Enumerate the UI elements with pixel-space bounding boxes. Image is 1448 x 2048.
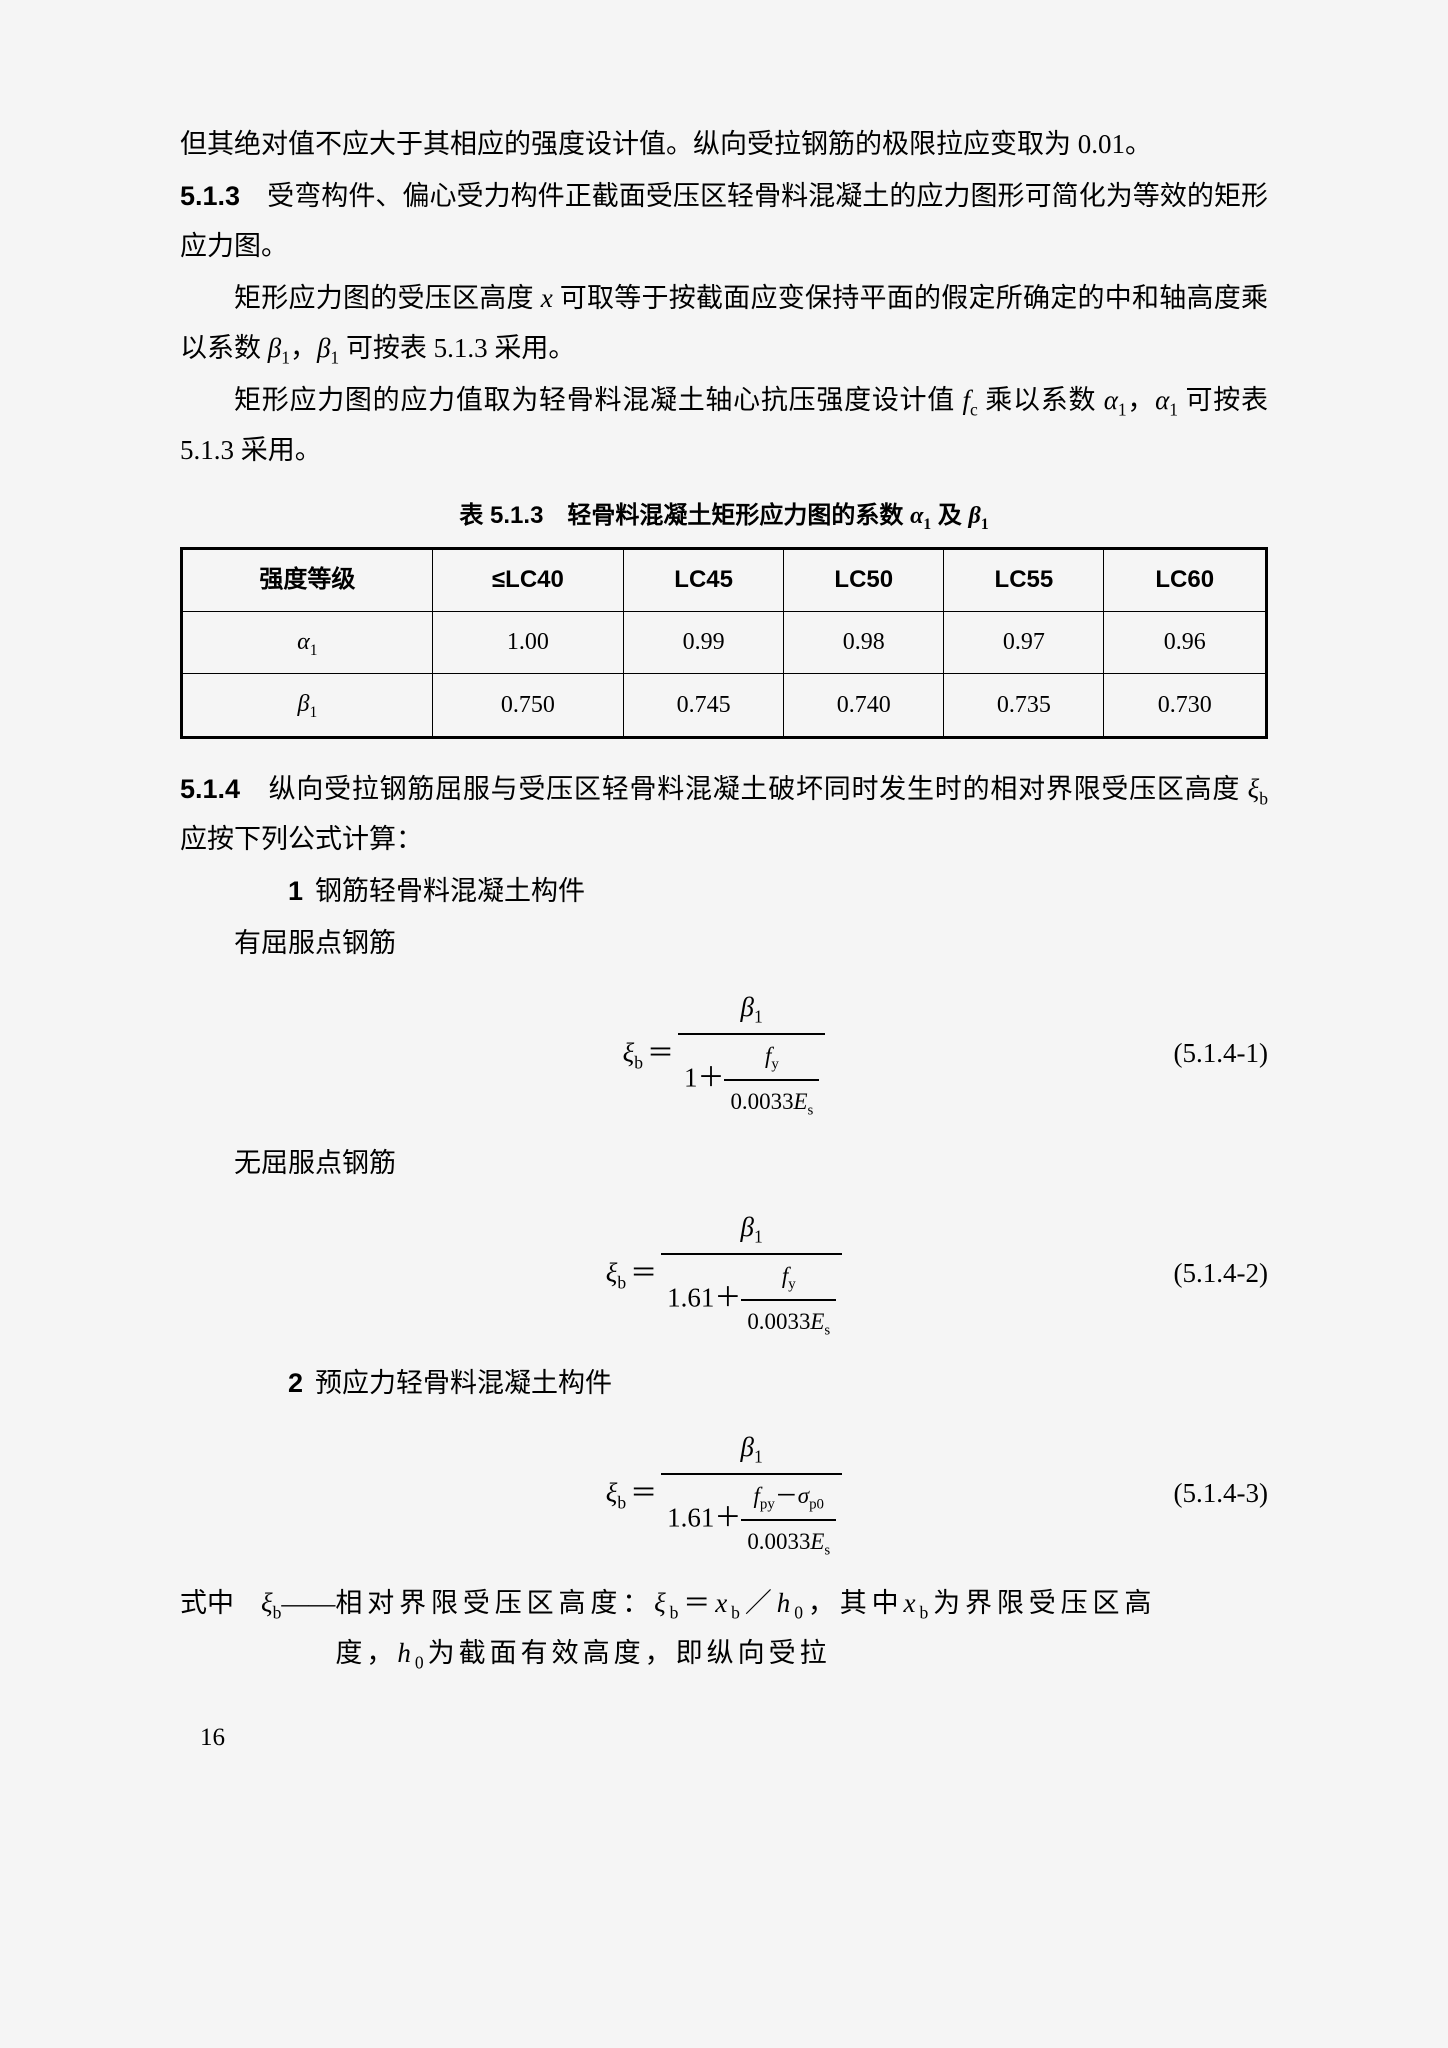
- var-xi-b: ξb: [1248, 774, 1268, 804]
- item-1-subtitle-2: 无屈服点钢筋: [180, 1139, 1268, 1189]
- item-2: 2 预应力轻骨料混凝土构件: [180, 1359, 1268, 1409]
- th-lc50: LC50: [784, 549, 944, 611]
- equation-number: (5.1.4-3): [1174, 1469, 1268, 1519]
- table-header-row: 强度等级 ≤LC40 LC45 LC50 LC55 LC60: [182, 549, 1267, 611]
- equation-5-1-4-3: ξb ＝ β1 1.61＋ fpy－σp0 0.0033Es (5.1.4-3): [180, 1423, 1268, 1565]
- coefficient-table: 强度等级 ≤LC40 LC45 LC50 LC55 LC60 α1 1.00 0…: [180, 547, 1268, 739]
- th-grade: 强度等级: [182, 549, 433, 611]
- th-lc40: ≤LC40: [432, 549, 623, 611]
- section-text: 受弯构件、偏心受力构件正截面受压区轻骨料混凝土的应力图形可简化为等效的矩形应力图…: [180, 181, 1268, 261]
- item-1-subtitle: 有屈服点钢筋: [180, 919, 1268, 969]
- where-clause: 式中 ξb——相对界限受压区高度：ξb＝xb／h0，其中xb为界限受压区高度，h…: [180, 1579, 1268, 1679]
- equation-5-1-4-2: ξb ＝ β1 1.61＋ fy 0.0033Es (5.1.4-2): [180, 1203, 1268, 1345]
- equation-number: (5.1.4-2): [1174, 1249, 1268, 1299]
- th-lc60: LC60: [1104, 549, 1267, 611]
- equation-5-1-4-1: ξb ＝ β1 1＋ fy 0.0033Es (5.1.4-1): [180, 983, 1268, 1125]
- section-number: 5.1.3: [180, 181, 240, 211]
- section-number: 5.1.4: [180, 774, 240, 804]
- th-lc55: LC55: [944, 549, 1104, 611]
- section-5-1-4: 5.1.4 纵向受拉钢筋屈服与受压区轻骨料混凝土破坏同时发生时的相对界限受压区高…: [180, 765, 1268, 865]
- paragraph-continuation: 但其绝对值不应大于其相应的强度设计值。纵向受拉钢筋的极限拉应变取为 0.01。: [180, 120, 1268, 170]
- th-lc45: LC45: [624, 549, 784, 611]
- table-title: 表 5.1.3 轻骨料混凝土矩形应力图的系数 α1 及 β1: [180, 494, 1268, 540]
- equation-number: (5.1.4-1): [1174, 1029, 1268, 1079]
- section-5-1-3: 5.1.3 受弯构件、偏心受力构件正截面受压区轻骨料混凝土的应力图形可简化为等效…: [180, 172, 1268, 272]
- item-number: 1: [234, 867, 288, 917]
- item-number: 2: [234, 1359, 288, 1409]
- var-fc: fc: [963, 385, 978, 415]
- var-alpha1: α1: [1104, 385, 1127, 415]
- paragraph-rect-stress: 矩形应力图的应力值取为轻骨料混凝土轴心抗压强度设计值 fc 乘以系数 α1，α1…: [180, 376, 1268, 476]
- where-text: 相对界限受压区高度：ξb＝xb／h0，其中xb为界限受压区高度，h0为截面有效高…: [335, 1579, 1155, 1679]
- var-beta1: β1: [268, 333, 290, 363]
- table-row-alpha: α1 1.00 0.99 0.98 0.97 0.96: [182, 611, 1267, 674]
- table-row-beta: β1 0.750 0.745 0.740 0.735 0.730: [182, 674, 1267, 738]
- where-label: 式中 ξb——: [180, 1579, 335, 1629]
- page-number: 16: [180, 1715, 1268, 1761]
- var-x: x: [541, 283, 553, 313]
- paragraph-rect-height: 矩形应力图的受压区高度 x 可取等于按截面应变保持平面的假定所确定的中和轴高度乘…: [180, 274, 1268, 374]
- item-1: 1 钢筋轻骨料混凝土构件: [180, 867, 1268, 917]
